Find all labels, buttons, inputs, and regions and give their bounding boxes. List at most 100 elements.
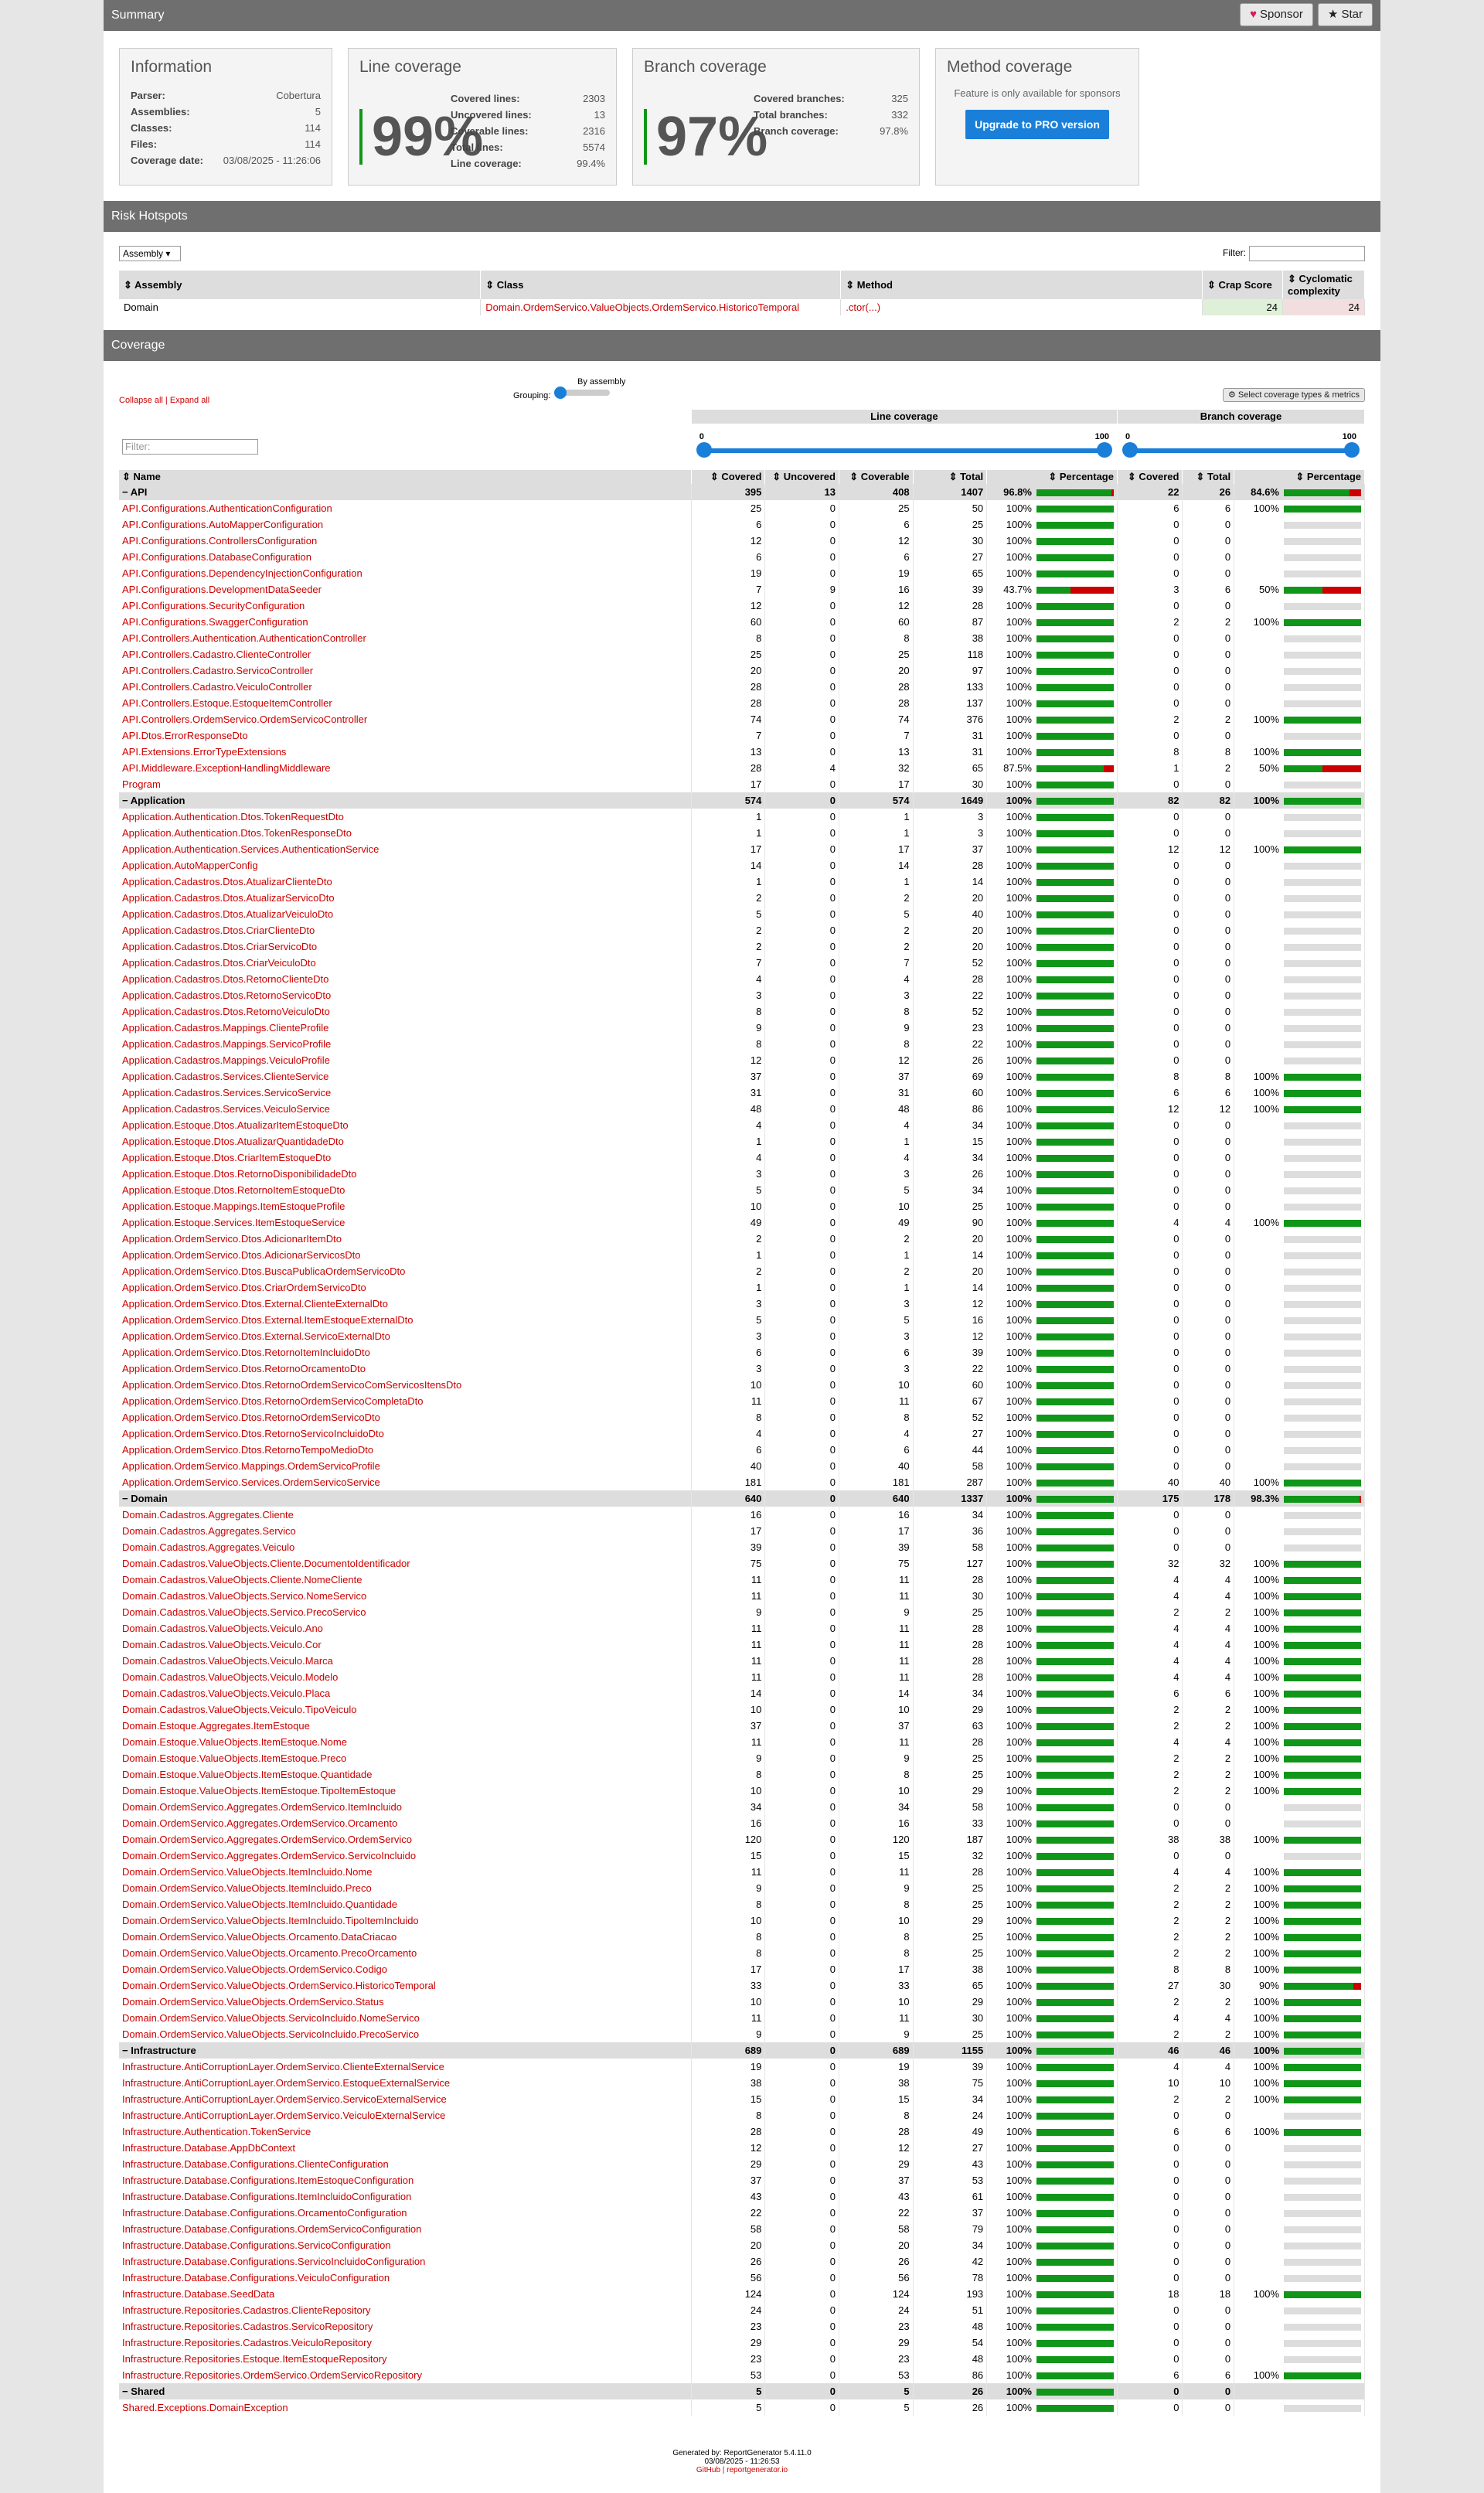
star-button[interactable]: ★ Star: [1317, 3, 1373, 26]
class-link[interactable]: Application.Estoque.Dtos.CriarItemEstoqu…: [119, 1149, 692, 1166]
class-link[interactable]: API.Controllers.Cadastro.VeiculoControll…: [119, 679, 692, 695]
class-link[interactable]: Infrastructure.Authentication.TokenServi…: [119, 2123, 692, 2140]
class-link[interactable]: API.Dtos.ErrorResponseDto: [119, 727, 692, 744]
class-link[interactable]: API.Configurations.ControllersConfigurat…: [119, 533, 692, 549]
class-link[interactable]: Application.Cadastros.Dtos.CriarServicoD…: [119, 938, 692, 955]
branch-range-max-handle[interactable]: [1344, 442, 1360, 458]
class-link[interactable]: Domain.Cadastros.ValueObjects.Servico.No…: [119, 1588, 692, 1604]
sponsor-button[interactable]: ♥ Sponsor: [1240, 3, 1313, 26]
class-link[interactable]: API.Middleware.ExceptionHandlingMiddlewa…: [119, 760, 692, 776]
class-link[interactable]: Application.Estoque.Services.ItemEstoque…: [119, 1214, 692, 1231]
class-link[interactable]: Infrastructure.Database.Configurations.I…: [119, 2172, 692, 2188]
class-link[interactable]: Application.Cadastros.Mappings.VeiculoPr…: [119, 1052, 692, 1068]
class-link[interactable]: Application.Cadastros.Dtos.AtualizarClie…: [119, 874, 692, 890]
class-link[interactable]: Domain.Cadastros.ValueObjects.Servico.Pr…: [119, 1604, 692, 1620]
class-link[interactable]: Domain.Cadastros.ValueObjects.Cliente.Do…: [119, 1555, 692, 1572]
class-link[interactable]: Domain.Cadastros.ValueObjects.Veiculo.Mo…: [119, 1669, 692, 1685]
class-link[interactable]: Application.Estoque.Dtos.RetornoDisponib…: [119, 1166, 692, 1182]
hotspot-col-class[interactable]: ⇕ Class: [480, 271, 842, 299]
class-link[interactable]: Domain.OrdemServico.ValueObjects.OrdemSe…: [119, 1961, 692, 1977]
class-link[interactable]: Application.Cadastros.Mappings.ServicoPr…: [119, 1036, 692, 1052]
class-link[interactable]: Domain.Estoque.ValueObjects.ItemEstoque.…: [119, 1750, 692, 1766]
class-link[interactable]: Infrastructure.Repositories.Cadastros.Ve…: [119, 2335, 692, 2351]
class-link[interactable]: Domain.Cadastros.ValueObjects.Veiculo.Ti…: [119, 1701, 692, 1718]
column-percentage-header[interactable]: ⇕ Percentage: [1234, 470, 1365, 484]
class-link[interactable]: Application.Cadastros.Dtos.RetornoClient…: [119, 971, 692, 987]
class-link[interactable]: Application.AutoMapperConfig: [119, 857, 692, 874]
assembly-name[interactable]: − Application: [119, 792, 692, 809]
class-link[interactable]: Infrastructure.Database.Configurations.C…: [119, 2156, 692, 2172]
upgrade-pro-button[interactable]: Upgrade to PRO version: [965, 110, 1109, 139]
class-link[interactable]: Domain.Cadastros.Aggregates.Cliente: [119, 1507, 692, 1523]
class-link[interactable]: Domain.Cadastros.ValueObjects.Cliente.No…: [119, 1572, 692, 1588]
select-coverage-types-button[interactable]: ⚙ Select coverage types & metrics: [1222, 388, 1365, 402]
class-link[interactable]: Infrastructure.AntiCorruptionLayer.Ordem…: [119, 2075, 692, 2091]
class-link[interactable]: Infrastructure.AntiCorruptionLayer.Ordem…: [119, 2107, 692, 2123]
class-link[interactable]: Domain.OrdemServico.Aggregates.OrdemServ…: [119, 1848, 692, 1864]
class-link[interactable]: Infrastructure.Database.Configurations.O…: [119, 2221, 692, 2237]
class-link[interactable]: Domain.Cadastros.ValueObjects.Veiculo.Pl…: [119, 1685, 692, 1701]
class-link[interactable]: Domain.OrdemServico.Aggregates.OrdemServ…: [119, 1831, 692, 1848]
class-link[interactable]: Application.OrdemServico.Dtos.RetornoOrd…: [119, 1393, 692, 1409]
expand-all-link[interactable]: Expand all: [169, 396, 210, 405]
hotspot-method-link[interactable]: .ctor(...): [840, 299, 1203, 315]
hotspot-col-assembly[interactable]: ⇕ Assembly: [119, 271, 482, 299]
class-link[interactable]: API.Extensions.ErrorTypeExtensions: [119, 744, 692, 760]
class-link[interactable]: Infrastructure.Database.SeedData: [119, 2286, 692, 2302]
class-link[interactable]: Domain.OrdemServico.Aggregates.OrdemServ…: [119, 1799, 692, 1815]
class-link[interactable]: Domain.OrdemServico.ValueObjects.Servico…: [119, 2010, 692, 2026]
assembly-name[interactable]: − Shared: [119, 2383, 692, 2399]
class-link[interactable]: Domain.OrdemServico.ValueObjects.OrdemSe…: [119, 1994, 692, 2010]
grouping-slider[interactable]: [554, 387, 610, 399]
class-link[interactable]: Application.Cadastros.Dtos.CriarVeiculoD…: [119, 955, 692, 971]
class-link[interactable]: API.Configurations.DevelopmentDataSeeder: [119, 581, 692, 598]
hotspot-col-crap[interactable]: ⇕ Crap Score: [1202, 271, 1283, 299]
class-link[interactable]: Application.Cadastros.Mappings.ClientePr…: [119, 1020, 692, 1036]
class-link[interactable]: Infrastructure.Repositories.OrdemServico…: [119, 2367, 692, 2383]
class-link[interactable]: Application.OrdemServico.Dtos.External.C…: [119, 1296, 692, 1312]
class-link[interactable]: Application.OrdemServico.Dtos.AdicionarS…: [119, 1247, 692, 1263]
column-covered-header[interactable]: ⇕ Covered: [1117, 470, 1183, 484]
class-link[interactable]: Domain.OrdemServico.ValueObjects.ItemInc…: [119, 1880, 692, 1896]
class-link[interactable]: Infrastructure.Database.Configurations.S…: [119, 2237, 692, 2253]
class-link[interactable]: Domain.Cadastros.ValueObjects.Veiculo.An…: [119, 1620, 692, 1636]
class-link[interactable]: Domain.Cadastros.ValueObjects.Veiculo.Co…: [119, 1636, 692, 1653]
class-link[interactable]: Application.Cadastros.Dtos.RetornoServic…: [119, 987, 692, 1003]
column-coverable-header[interactable]: ⇕ Coverable: [839, 470, 914, 484]
hotspot-filter-input[interactable]: [1249, 246, 1365, 261]
class-link[interactable]: API.Controllers.Authentication.Authentic…: [119, 630, 692, 646]
class-link[interactable]: Infrastructure.Repositories.Cadastros.Se…: [119, 2318, 692, 2335]
column-total-header[interactable]: ⇕ Total: [1182, 470, 1235, 484]
hotspot-col-cyclomatic[interactable]: ⇕ Cyclomatic complexity: [1282, 271, 1366, 299]
class-link[interactable]: Application.Cadastros.Dtos.AtualizarServ…: [119, 890, 692, 906]
class-link[interactable]: Infrastructure.Database.Configurations.I…: [119, 2188, 692, 2205]
class-link[interactable]: API.Configurations.DependencyInjectionCo…: [119, 565, 692, 581]
hotspot-col-method[interactable]: ⇕ Method: [840, 271, 1203, 299]
class-link[interactable]: API.Configurations.SwaggerConfiguration: [119, 614, 692, 630]
class-link[interactable]: Application.Estoque.Dtos.AtualizarItemEs…: [119, 1117, 692, 1133]
class-link[interactable]: Application.Authentication.Dtos.TokenRes…: [119, 825, 692, 841]
class-link[interactable]: Domain.OrdemServico.ValueObjects.ItemInc…: [119, 1896, 692, 1912]
class-link[interactable]: Application.Cadastros.Services.VeiculoSe…: [119, 1101, 692, 1117]
class-link[interactable]: Application.OrdemServico.Mappings.OrdemS…: [119, 1458, 692, 1474]
class-link[interactable]: Infrastructure.Repositories.Estoque.Item…: [119, 2351, 692, 2367]
class-link[interactable]: Application.Authentication.Dtos.TokenReq…: [119, 809, 692, 825]
class-link[interactable]: Domain.Cadastros.Aggregates.Veiculo: [119, 1539, 692, 1555]
class-link[interactable]: Domain.Estoque.ValueObjects.ItemEstoque.…: [119, 1734, 692, 1750]
column-total-header[interactable]: ⇕ Total: [913, 470, 988, 484]
class-link[interactable]: API.Controllers.Cadastro.ClienteControll…: [119, 646, 692, 662]
class-link[interactable]: Domain.OrdemServico.ValueObjects.ItemInc…: [119, 1912, 692, 1929]
class-link[interactable]: Domain.Cadastros.Aggregates.Servico: [119, 1523, 692, 1539]
class-link[interactable]: Infrastructure.Database.Configurations.V…: [119, 2270, 692, 2286]
class-link[interactable]: Application.OrdemServico.Dtos.RetornoIte…: [119, 1344, 692, 1361]
class-link[interactable]: API.Configurations.SecurityConfiguration: [119, 598, 692, 614]
class-link[interactable]: Domain.OrdemServico.ValueObjects.Servico…: [119, 2026, 692, 2042]
class-link[interactable]: Application.OrdemServico.Dtos.AdicionarI…: [119, 1231, 692, 1247]
class-link[interactable]: Application.OrdemServico.Dtos.RetornoOrd…: [119, 1377, 692, 1393]
class-link[interactable]: API.Configurations.AuthenticationConfigu…: [119, 500, 692, 516]
column-name-header[interactable]: ⇕ Name: [119, 470, 692, 484]
collapse-all-link[interactable]: Collapse all: [119, 396, 163, 405]
class-link[interactable]: Infrastructure.Database.AppDbContext: [119, 2140, 692, 2156]
branch-range-min-handle[interactable]: [1122, 442, 1138, 458]
class-link[interactable]: Domain.OrdemServico.ValueObjects.Orcamen…: [119, 1929, 692, 1945]
